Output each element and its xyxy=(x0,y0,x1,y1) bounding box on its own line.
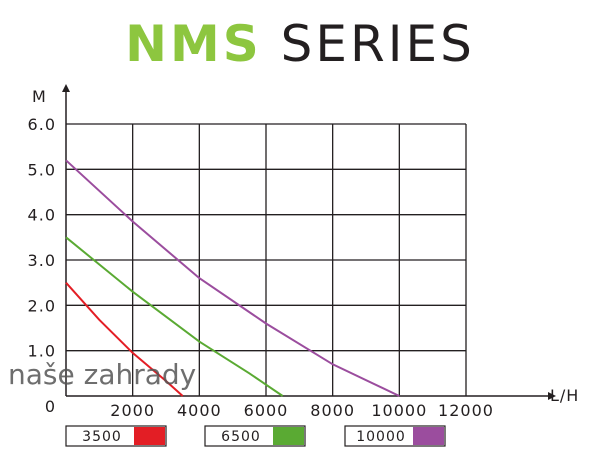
y-tick-label: 0 xyxy=(45,397,56,416)
legend-label: 10000 xyxy=(356,429,406,445)
x-tick-label: 6000 xyxy=(244,401,289,420)
chart-title-rest: SERIES xyxy=(261,15,475,73)
axes: L/H M 2000 4000 6000 8000 10000 12000 0 1.0 2.0 3.0… xyxy=(28,84,579,420)
legend-item-6500: 6500 xyxy=(204,425,306,447)
legend-swatch xyxy=(273,427,304,445)
y-tick-label: 2.0 xyxy=(28,296,56,315)
legend-item-3500: 3500 xyxy=(65,425,167,447)
y-tick-label: 4.0 xyxy=(28,206,56,225)
x-axis-label: L/H xyxy=(550,386,579,405)
legend-item-10000: 10000 xyxy=(344,425,446,447)
y-tick-label: 1.0 xyxy=(28,342,56,361)
series-line-6500 xyxy=(65,236,284,397)
x-tick-label: 10000 xyxy=(371,401,427,420)
y-axis-label: M xyxy=(32,87,46,106)
x-axis-arrow xyxy=(548,392,556,400)
chart-title: NMS SERIES xyxy=(0,14,600,74)
legend-swatch xyxy=(413,427,444,445)
series-lines xyxy=(65,159,400,397)
legend-label: 6500 xyxy=(221,429,261,445)
legend-label: 3500 xyxy=(82,429,122,445)
y-tick-label: 5.0 xyxy=(28,160,56,179)
series-line-10000 xyxy=(65,159,400,397)
legend-swatch xyxy=(134,427,165,445)
y-axis-arrow xyxy=(62,84,70,92)
y-tick-label: 6.0 xyxy=(28,115,56,134)
x-tick-label: 2000 xyxy=(110,401,155,420)
grid xyxy=(66,123,467,396)
y-tick-label: 3.0 xyxy=(28,251,56,270)
series-line-3500 xyxy=(65,282,184,397)
x-tick-label: 12000 xyxy=(438,401,494,420)
watermark-text: naše zahrady xyxy=(8,358,196,391)
x-tick-label: 4000 xyxy=(177,401,222,420)
x-tick-label: 8000 xyxy=(310,401,355,420)
legend: 3500 6500 10000 xyxy=(65,425,446,447)
chart-title-brand: NMS xyxy=(125,15,262,73)
